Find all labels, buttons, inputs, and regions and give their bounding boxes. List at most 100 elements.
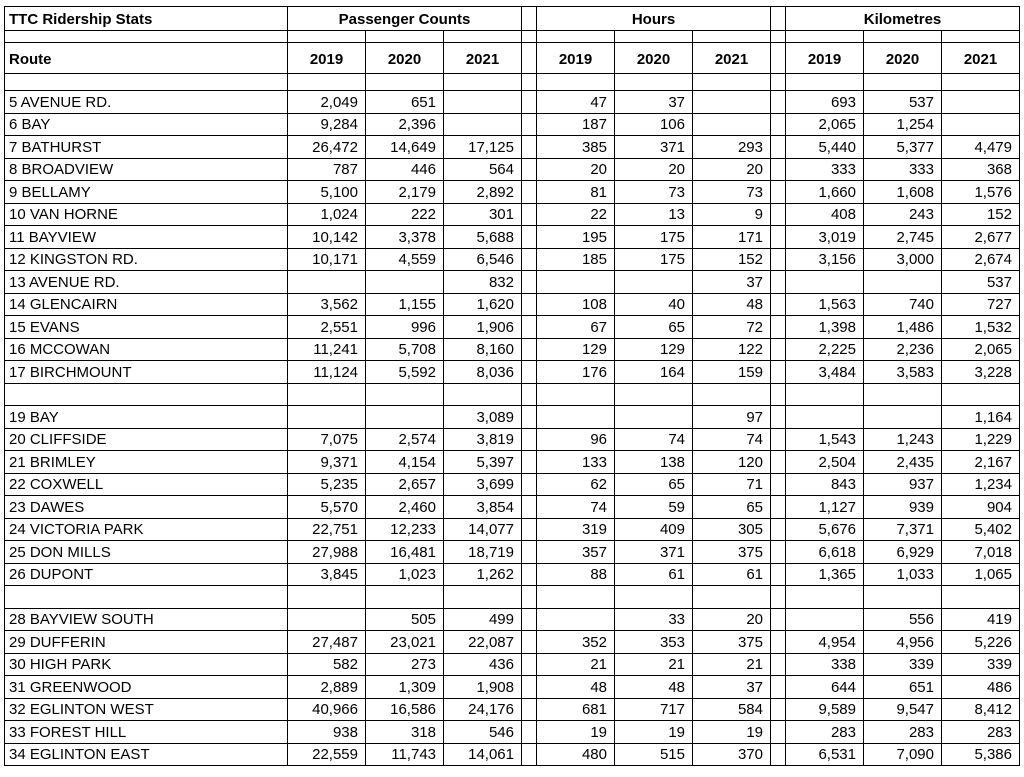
- hours-cell: 19: [614, 720, 693, 744]
- spacer-cell: [770, 30, 786, 43]
- hours-cell: 96: [536, 427, 615, 451]
- passenger-count-cell: 2,396: [365, 112, 444, 136]
- kilometres-cell: 937: [863, 472, 942, 496]
- table-row: 14 GLENCAIRN 3,562 1,155 1,620 108 40 48 1,563 7…: [4, 292, 1020, 316]
- hours-cell: 164: [614, 360, 693, 384]
- spacer-cell: [521, 157, 537, 181]
- hours-cell: 13: [614, 202, 693, 226]
- route-cell: 17 BIRCHMOUNT: [4, 360, 288, 384]
- kilometres-cell: 644: [785, 675, 864, 699]
- passenger-count-cell: 26,472: [287, 135, 366, 159]
- hours-cell: 185: [536, 247, 615, 271]
- kilometres-cell: 1,254: [863, 112, 942, 136]
- spacer-row: [4, 73, 1020, 91]
- spacer-cell: [770, 450, 786, 474]
- route-cell: 11 BAYVIEW: [4, 225, 288, 249]
- passenger-count-cell: 5,235: [287, 472, 366, 496]
- table-row: 12 KINGSTON RD. 10,171 4,559 6,546 185 175 152…: [4, 247, 1020, 271]
- year-header: 2020: [863, 42, 942, 74]
- kilometres-cell: [785, 405, 864, 429]
- route-cell: [4, 585, 288, 609]
- kilometres-cell: 7,090: [863, 742, 942, 766]
- passenger-count-cell: 2,179: [365, 180, 444, 204]
- route-cell: 21 BRIMLEY: [4, 450, 288, 474]
- hours-cell: 73: [692, 180, 771, 204]
- kilometres-cell: 7,018: [941, 540, 1020, 564]
- hours-cell: [692, 112, 771, 136]
- passenger-count-cell: 5,708: [365, 337, 444, 361]
- hours-cell: 65: [692, 495, 771, 519]
- spacer-cell: [863, 30, 942, 43]
- route-cell: 23 DAWES: [4, 495, 288, 519]
- group-header-passenger-counts: Passenger Counts: [287, 6, 522, 31]
- passenger-count-cell: 1,906: [443, 315, 522, 339]
- table-row: 11 BAYVIEW 10,142 3,378 5,688 195 175 171 3,019…: [4, 225, 1020, 249]
- table-row: 9 BELLAMY 5,100 2,179 2,892 81 73 73 1,660 1,608…: [4, 180, 1020, 204]
- passenger-count-cell: [287, 382, 366, 406]
- kilometres-cell: 339: [941, 652, 1020, 676]
- passenger-count-cell: 5,100: [287, 180, 366, 204]
- hours-cell: 21: [536, 652, 615, 676]
- spacer-cell: [521, 405, 537, 429]
- hours-cell: 47: [536, 90, 615, 114]
- passenger-count-cell: 16,481: [365, 540, 444, 564]
- group-header-row: TTC Ridership Stats Passenger Counts Hou…: [4, 6, 1020, 31]
- kilometres-cell: [941, 382, 1020, 406]
- passenger-count-cell: 27,988: [287, 540, 366, 564]
- hours-cell: 175: [614, 225, 693, 249]
- table-row: 28 BAYVIEW SOUTH 505 499 33 20 556 419: [4, 607, 1020, 631]
- passenger-count-cell: 938: [287, 720, 366, 744]
- kilometres-cell: 339: [863, 652, 942, 676]
- spacer-cell: [521, 652, 537, 676]
- passenger-count-cell: 40,966: [287, 697, 366, 721]
- passenger-count-cell: 2,889: [287, 675, 366, 699]
- passenger-count-cell: 7,075: [287, 427, 366, 451]
- hours-cell: 319: [536, 517, 615, 541]
- hours-cell: 305: [692, 517, 771, 541]
- hours-cell: 129: [614, 337, 693, 361]
- kilometres-cell: 368: [941, 157, 1020, 181]
- hours-cell: 108: [536, 292, 615, 316]
- kilometres-cell: 4,956: [863, 630, 942, 654]
- passenger-count-cell: 9,284: [287, 112, 366, 136]
- table-row: 24 VICTORIA PARK 22,751 12,233 14,077 319 409…: [4, 517, 1020, 541]
- kilometres-cell: 4,479: [941, 135, 1020, 159]
- spacer-cell: [770, 247, 786, 271]
- hours-cell: 584: [692, 697, 771, 721]
- kilometres-cell: 283: [785, 720, 864, 744]
- route-cell: 24 VICTORIA PARK: [4, 517, 288, 541]
- route-cell: 9 BELLAMY: [4, 180, 288, 204]
- table-row: 29 DUFFERIN 27,487 23,021 22,087 352 353 375 4,…: [4, 630, 1020, 654]
- kilometres-cell: 651: [863, 675, 942, 699]
- spacer-cell: [785, 73, 864, 91]
- passenger-count-cell: 3,699: [443, 472, 522, 496]
- passenger-count-cell: 6,546: [443, 247, 522, 271]
- route-cell: 13 AVENUE RD.: [4, 270, 288, 294]
- kilometres-cell: 939: [863, 495, 942, 519]
- passenger-count-cell: 1,024: [287, 202, 366, 226]
- table-row: 15 EVANS 2,551 996 1,906 67 65 72 1,398 1,486 1,5…: [4, 315, 1020, 339]
- route-cell: [4, 382, 288, 406]
- passenger-count-cell: [365, 382, 444, 406]
- table-body: 5 AVENUE RD. 2,049 651 47 37 693 537 6 BAY 9,284…: [4, 90, 1020, 766]
- hours-cell: 40: [614, 292, 693, 316]
- spacer-cell: [770, 180, 786, 204]
- passenger-count-cell: 1,620: [443, 292, 522, 316]
- passenger-count-cell: [443, 382, 522, 406]
- hours-cell: 74: [614, 427, 693, 451]
- table-row: 21 BRIMLEY 9,371 4,154 5,397 133 138 120 2,504 2…: [4, 450, 1020, 474]
- passenger-count-cell: 446: [365, 157, 444, 181]
- hours-cell: 67: [536, 315, 615, 339]
- hours-cell: [692, 90, 771, 114]
- passenger-count-cell: [365, 270, 444, 294]
- kilometres-cell: 693: [785, 90, 864, 114]
- hours-cell: 195: [536, 225, 615, 249]
- kilometres-cell: 556: [863, 607, 942, 631]
- hours-cell: 73: [614, 180, 693, 204]
- passenger-count-cell: 4,154: [365, 450, 444, 474]
- spacer-cell: [443, 73, 522, 91]
- passenger-count-cell: [287, 607, 366, 631]
- spacer-cell: [521, 315, 537, 339]
- hours-cell: [614, 270, 693, 294]
- passenger-count-cell: 10,142: [287, 225, 366, 249]
